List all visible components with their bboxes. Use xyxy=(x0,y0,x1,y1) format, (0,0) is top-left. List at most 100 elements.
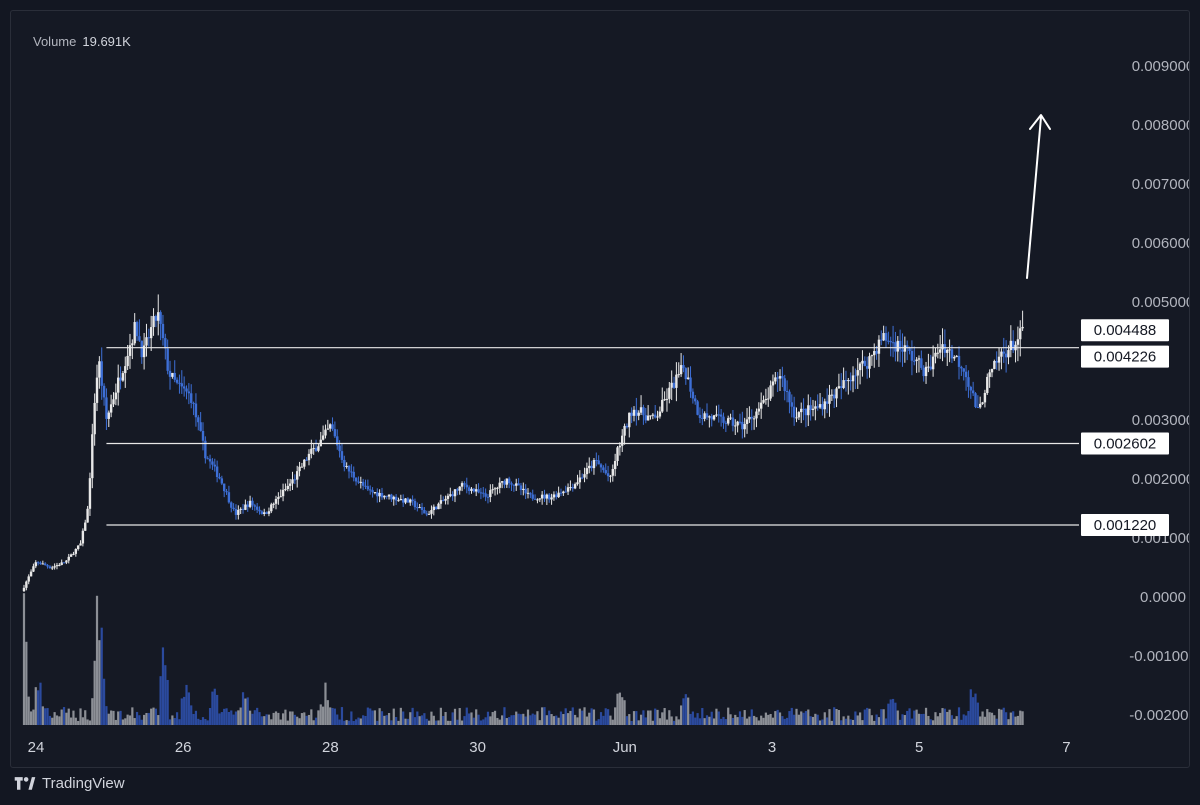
volume-bar xyxy=(628,714,631,725)
candle xyxy=(152,308,155,336)
candle xyxy=(550,493,553,505)
volume-bar xyxy=(22,593,26,725)
candle xyxy=(955,355,958,358)
candle xyxy=(936,343,940,359)
candle xyxy=(990,368,994,378)
volume-bar xyxy=(145,712,148,725)
candle xyxy=(425,510,428,517)
volume-bar xyxy=(701,708,704,725)
candle xyxy=(199,412,202,432)
candle xyxy=(922,365,925,382)
volume-bar xyxy=(955,716,958,725)
candle xyxy=(479,487,483,500)
volume-bar xyxy=(552,716,556,725)
volume-bar xyxy=(663,708,666,725)
volume-bar xyxy=(37,690,40,725)
candle xyxy=(182,376,186,397)
candle xyxy=(178,374,181,394)
candle xyxy=(543,489,546,502)
volume-bar xyxy=(625,716,629,725)
volume-bar xyxy=(416,711,419,725)
volume-bar xyxy=(322,706,325,725)
volume-bar xyxy=(517,713,520,725)
volume-bar xyxy=(776,709,779,725)
candle xyxy=(606,465,610,482)
candle xyxy=(771,374,775,397)
candle xyxy=(557,486,560,498)
candle xyxy=(555,491,558,500)
volume-bar xyxy=(929,719,932,725)
candle xyxy=(738,413,742,425)
volume-bar xyxy=(79,708,82,725)
candle xyxy=(505,478,509,488)
volume-bar xyxy=(46,708,49,725)
volume-bar xyxy=(491,712,494,725)
candle xyxy=(969,385,972,399)
volume-bar xyxy=(479,720,483,725)
candle xyxy=(215,460,219,483)
volume-bar xyxy=(58,716,61,725)
candle xyxy=(465,477,468,494)
candle xyxy=(727,415,730,426)
volume-bar xyxy=(854,711,857,725)
candle xyxy=(333,421,337,439)
candle xyxy=(326,419,330,430)
volume-bar xyxy=(307,714,311,725)
volume-bar xyxy=(161,647,165,725)
volume-bar xyxy=(345,720,348,725)
volume-bar xyxy=(208,707,212,725)
volume-bar xyxy=(581,710,584,725)
volume-bar xyxy=(270,719,273,725)
volume-bars xyxy=(22,593,1024,725)
candle xyxy=(376,488,379,503)
candle xyxy=(194,393,198,427)
candle xyxy=(847,377,850,395)
candle xyxy=(65,560,68,565)
volume-bar xyxy=(187,692,190,725)
candle xyxy=(204,436,207,464)
candle xyxy=(453,489,457,503)
candle xyxy=(442,496,445,502)
volume-bar xyxy=(138,715,141,725)
volume-bar xyxy=(489,716,492,725)
price-label: 0.004488 xyxy=(1081,319,1169,342)
candle xyxy=(1000,348,1003,370)
candlestick-chart[interactable]: 0.009000 0.008000 0.007000 0.006000 0.005000… xyxy=(11,11,1189,767)
candle xyxy=(300,462,304,468)
candle xyxy=(166,339,169,375)
volume-bar xyxy=(159,676,162,725)
candle xyxy=(484,488,487,502)
candle xyxy=(159,310,162,341)
candle xyxy=(573,482,577,490)
volume-bar xyxy=(590,708,593,725)
candle xyxy=(710,413,713,427)
candle xyxy=(53,563,56,570)
volume-bar xyxy=(110,710,113,725)
candle xyxy=(818,393,822,409)
volume-bar xyxy=(173,718,176,725)
candle xyxy=(394,494,398,506)
candle xyxy=(145,323,148,357)
volume-bar xyxy=(710,711,713,725)
volume-bar xyxy=(53,712,56,725)
volume-bar xyxy=(279,719,282,725)
candle xyxy=(463,481,466,490)
volume-bar xyxy=(112,710,115,725)
candle xyxy=(317,443,320,453)
volume-bar xyxy=(983,716,987,725)
volume-bar xyxy=(543,707,546,725)
y-tick-label: 0.0000 xyxy=(1140,589,1186,606)
candle xyxy=(284,483,287,492)
candle xyxy=(938,334,942,359)
candle xyxy=(340,443,344,464)
volume-bar xyxy=(39,682,42,725)
volume-bar xyxy=(705,715,709,725)
candle xyxy=(621,429,624,453)
candle xyxy=(1021,310,1024,331)
volume-bar xyxy=(915,709,918,725)
candle xyxy=(345,462,348,469)
volume-bar xyxy=(734,714,737,725)
candle xyxy=(783,374,786,401)
volume-bar xyxy=(559,711,563,725)
volume-bar xyxy=(286,720,289,725)
